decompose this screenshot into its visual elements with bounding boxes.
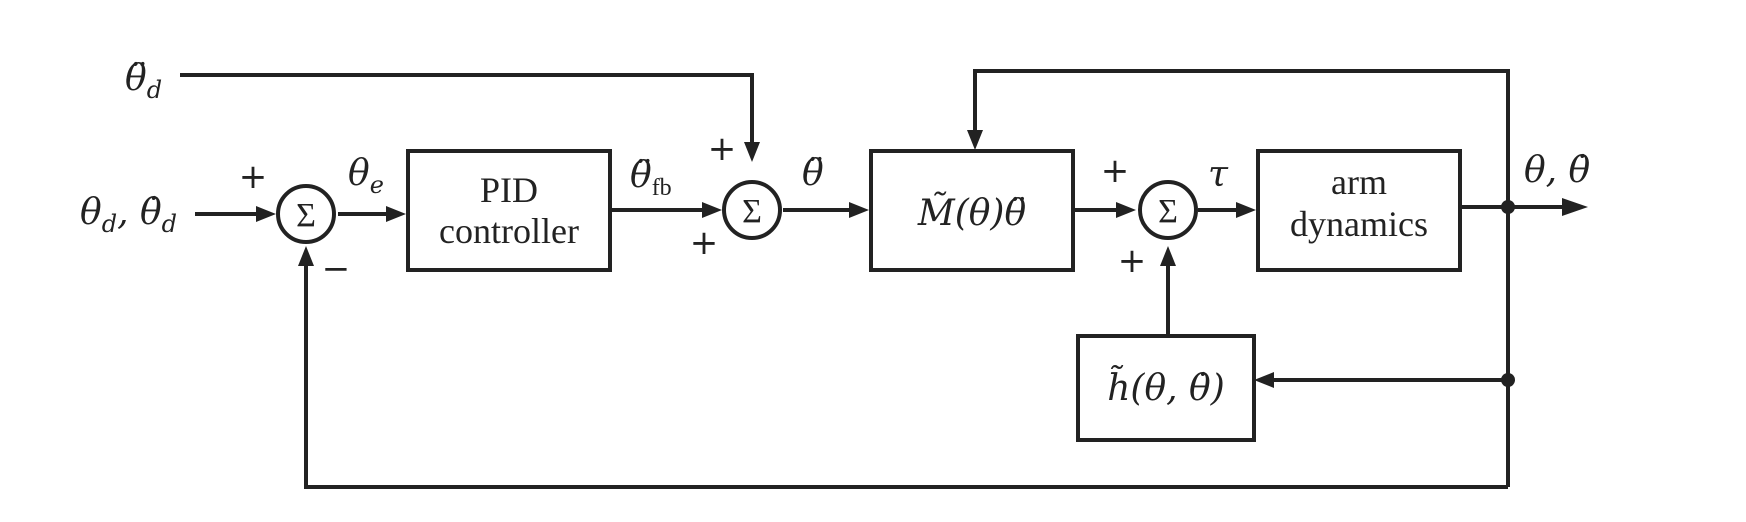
arm-dynamics-block: arm dynamics xyxy=(1256,149,1462,272)
mass-matrix-label: M̃(θ)θ̈ xyxy=(917,192,1027,234)
pid-label-line1: PID xyxy=(480,170,538,210)
sum3-plus-left-sign: + xyxy=(1101,151,1130,191)
pid-box xyxy=(406,149,612,272)
sum-circle-1 xyxy=(276,184,336,244)
arm-label-line1: arm xyxy=(1331,162,1387,202)
arrow-into-pid xyxy=(386,206,406,222)
desired-state-label: θd, θ̇d xyxy=(80,192,177,238)
feedforward-accel-label: θ̈d xyxy=(125,58,162,104)
sum3-plus-bottom-sign: + xyxy=(1118,241,1147,281)
torque-label: τ xyxy=(1208,154,1229,195)
arrowheads xyxy=(256,130,1588,388)
arrow-into-sum3-bottom xyxy=(1160,246,1176,266)
arrow-into-sum1-bottom xyxy=(298,246,314,266)
state-feedback-wire xyxy=(304,262,1508,489)
h-junction-dot xyxy=(1501,373,1515,387)
feedforward-wire xyxy=(180,73,754,148)
arrow-into-mass-block xyxy=(849,202,869,218)
pid-label-line2: controller xyxy=(439,211,579,251)
output-junction-dot xyxy=(1501,200,1515,214)
sum-symbol-1: Σ xyxy=(296,197,316,234)
arrow-into-mass-top xyxy=(967,130,983,150)
sum-junction-3: Σ + + xyxy=(1101,151,1198,281)
arm-dynamics-box xyxy=(1256,149,1462,272)
output-state-label: θ, θ̇ xyxy=(1524,150,1591,191)
sum-circle-3 xyxy=(1138,180,1198,240)
sum-symbol-3: Σ xyxy=(1158,193,1178,230)
nonlinear-terms-block: h̃(θ, θ̇) xyxy=(1076,334,1256,442)
commanded-accel-label: θ̈ xyxy=(802,153,824,194)
sum-circle-2 xyxy=(722,180,782,240)
arrow-into-sum2-top xyxy=(744,142,760,162)
sum-symbol-2: Σ xyxy=(742,193,762,230)
arrow-into-sum2 xyxy=(702,202,722,218)
mass-matrix-box xyxy=(869,149,1075,272)
arrow-into-sum1 xyxy=(256,206,276,222)
pid-controller-block: PID controller xyxy=(406,149,612,272)
sum-junction-2: Σ + + xyxy=(690,129,782,263)
sum1-minus-sign: − xyxy=(322,249,351,289)
nonlinear-terms-label: h̃(θ, θ̇) xyxy=(1107,366,1225,409)
error-signal-label: θe xyxy=(348,153,384,199)
sum2-plus-bottom-sign: + xyxy=(690,223,719,263)
arm-label-line2: dynamics xyxy=(1290,204,1428,244)
nonlinear-terms-box xyxy=(1076,334,1256,442)
sum1-plus-sign: + xyxy=(239,157,268,197)
signal-wires xyxy=(180,69,1562,489)
arrow-into-h-block xyxy=(1254,372,1274,388)
arrow-into-sum3 xyxy=(1116,202,1136,218)
arrow-into-arm xyxy=(1236,202,1256,218)
sum-junction-1: Σ + − xyxy=(239,157,351,289)
sum2-plus-top-sign: + xyxy=(708,129,737,169)
arrow-output xyxy=(1562,198,1588,216)
mass-matrix-block: M̃(θ)θ̈ xyxy=(869,149,1075,272)
mass-feedback-wire xyxy=(973,69,1510,207)
feedback-accel-label: θ̈fb xyxy=(630,155,672,201)
